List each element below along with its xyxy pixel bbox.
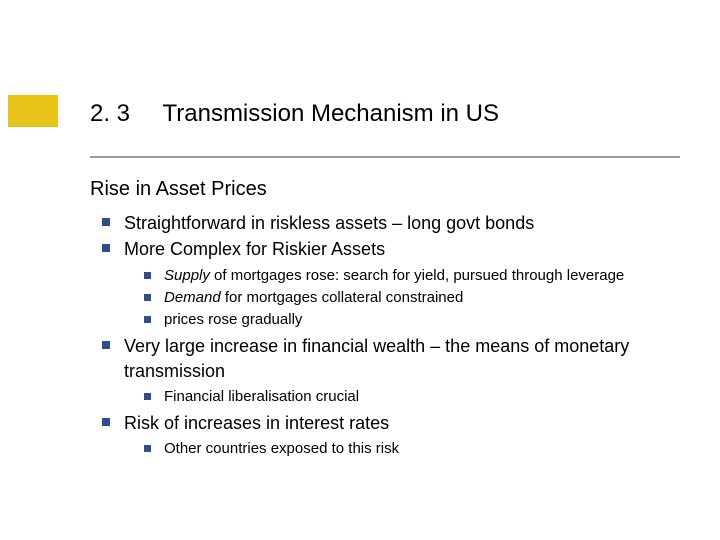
list-item: Very large increase in financial wealth …	[124, 334, 680, 407]
bullet-list: Straightforward in riskless assets – lon…	[90, 211, 680, 460]
header-rule	[90, 156, 680, 158]
sub-bullet-list: Other countries exposed to this risk	[124, 439, 680, 459]
sub-bullet-list: Financial liberalisation crucial	[124, 387, 680, 407]
list-item: Financial liberalisation crucial	[164, 387, 680, 407]
list-item: Other countries exposed to this risk	[164, 439, 680, 459]
list-item: Demand for mortgages collateral constrai…	[164, 288, 680, 308]
bullet-lead: Demand	[164, 289, 221, 306]
list-item: Supply of mortgages rose: search for yie…	[164, 266, 680, 286]
accent-block	[8, 95, 58, 127]
slide-header: 2. 3 Transmission Mechanism in US	[90, 100, 670, 128]
bullet-text: Other countries exposed to this risk	[164, 440, 399, 457]
bullet-rest: of mortgages rose: search for yield, pur…	[210, 267, 624, 284]
slide-title: Transmission Mechanism in US	[162, 100, 499, 128]
bullet-text: Risk of increases in interest rates	[124, 413, 389, 433]
sub-bullet-list: Supply of mortgages rose: search for yie…	[124, 266, 680, 331]
list-item: Straightforward in riskless assets – lon…	[124, 211, 680, 235]
list-item: More Complex for Riskier Assets Supply o…	[124, 237, 680, 330]
slide-content: Rise in Asset Prices Straightforward in …	[90, 178, 680, 464]
bullet-text: More Complex for Riskier Assets	[124, 239, 385, 259]
bullet-text: Financial liberalisation crucial	[164, 388, 359, 405]
bullet-rest: for mortgages collateral constrained	[221, 289, 464, 306]
list-item: prices rose gradually	[164, 310, 680, 330]
slide-number: 2. 3	[90, 100, 130, 128]
bullet-text: Straightforward in riskless assets – lon…	[124, 213, 534, 233]
slide-subtitle: Rise in Asset Prices	[90, 178, 680, 201]
list-item: Risk of increases in interest rates Othe…	[124, 411, 680, 460]
bullet-lead: Supply	[164, 267, 210, 284]
bullet-text: Very large increase in financial wealth …	[124, 336, 629, 380]
bullet-text: prices rose gradually	[164, 311, 302, 328]
